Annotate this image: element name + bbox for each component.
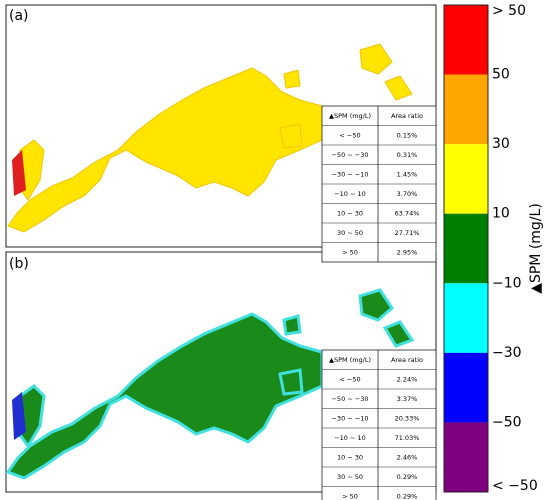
colorbar-segment	[444, 144, 488, 214]
table-cell: > 50	[342, 492, 358, 500]
colorbar-label: −10	[492, 275, 522, 291]
table-cell: 10 ~ 30	[337, 453, 363, 461]
table-cell: 30 ~ 50	[337, 229, 363, 237]
table-cell: < −50	[339, 375, 360, 383]
panel-label: (b)	[9, 256, 29, 272]
table-cell: 20.33%	[395, 414, 420, 422]
table-cell: 0.29%	[397, 492, 418, 500]
table-cell: 0.15%	[397, 131, 418, 139]
table-header: Area ratio	[391, 112, 423, 120]
table-cell: 1.45%	[397, 170, 418, 178]
table-cell: −50 ~ −30	[331, 151, 368, 159]
table-cell: 2.46%	[397, 453, 418, 461]
table-cell: −30 ~ −10	[331, 414, 368, 422]
table-cell: 30 ~ 50	[337, 473, 363, 481]
colorbar-frame	[443, 4, 489, 493]
colorbar-label: −30	[492, 345, 522, 361]
table-header: ▲SPM (mg/L)	[329, 112, 371, 120]
tables: (a) ▲SPM (mg/L) Area ratio < −50 0.15% −50 ~ …	[9, 8, 437, 500]
table-cell: −10 ~ 10	[334, 190, 366, 198]
table-cell: 63.74%	[395, 209, 420, 217]
colorbar-segment	[444, 352, 488, 423]
table-cell: −10 ~ 10	[334, 434, 366, 442]
table-cell: 3.70%	[397, 190, 418, 198]
colorbar-segment	[444, 422, 488, 492]
table-cell: 3.37%	[397, 395, 418, 403]
colorbar-segment	[444, 74, 488, 145]
table-cell: > 50	[342, 248, 358, 256]
table-cell: < −50	[339, 131, 360, 139]
spm-map-hotspot	[12, 150, 26, 196]
table-cell: −30 ~ −10	[331, 170, 368, 178]
colorbar: > 50 50 30 10 −10 −30 −50 < −50 ▲SPM (mg/L)	[443, 3, 544, 494]
table-cell: 27.71%	[395, 229, 420, 237]
table	[321, 349, 437, 500]
colorbar-label: 30	[492, 136, 510, 152]
colorbar-segment	[444, 213, 488, 284]
table-cell: 10 ~ 30	[337, 209, 363, 217]
colorbar-label: 50	[492, 67, 510, 83]
colorbar-label: −50	[492, 414, 522, 430]
table-cell: 0.31%	[397, 151, 418, 159]
colorbar-label: 10	[492, 206, 510, 222]
panel-label: (a)	[9, 8, 29, 24]
table-header: ▲SPM (mg/L)	[329, 356, 371, 364]
table-header: Area ratio	[391, 356, 423, 364]
colorbar-label: < −50	[492, 478, 538, 494]
table-cell: 2.95%	[397, 248, 418, 256]
table-cell: 0.29%	[397, 473, 418, 481]
colorbar-title: ▲SPM (mg/L)	[528, 203, 544, 294]
colorbar-segment	[444, 5, 488, 75]
table-cell: 2.24%	[397, 375, 418, 383]
table-cell: −50 ~ −30	[331, 395, 368, 403]
spm-map-hotspot	[12, 392, 26, 440]
colorbar-label: > 50	[492, 3, 526, 19]
colorbar-segment	[444, 283, 488, 353]
table-cell: 71.03%	[395, 434, 420, 442]
